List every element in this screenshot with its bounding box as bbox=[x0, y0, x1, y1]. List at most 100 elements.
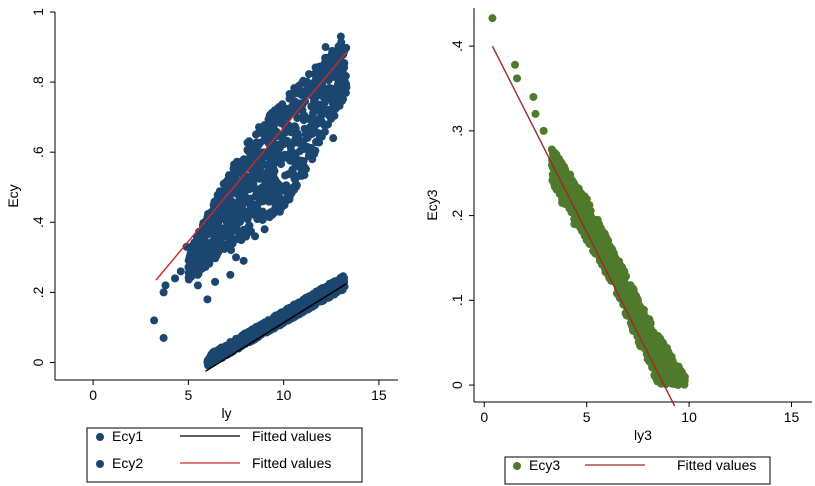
chart-2-point bbox=[569, 186, 578, 195]
chart-1-point bbox=[215, 190, 224, 199]
chart-1-point bbox=[230, 207, 239, 216]
chart-1-x-axis-label: ly bbox=[221, 405, 231, 421]
chart-2-x-tick-label: 5 bbox=[583, 409, 591, 425]
chart-2-points bbox=[488, 14, 689, 389]
chart-1-point bbox=[342, 43, 351, 52]
chart-1-point bbox=[279, 153, 288, 162]
chart-2-point bbox=[531, 109, 540, 118]
chart-1-point bbox=[205, 259, 214, 268]
chart-1-point bbox=[275, 207, 284, 216]
chart-2-point bbox=[661, 355, 670, 364]
chart-1-point bbox=[308, 155, 317, 164]
chart-1-point bbox=[255, 321, 264, 330]
chart-1-point bbox=[288, 167, 297, 176]
chart-2-point bbox=[646, 337, 655, 346]
chart-1-point bbox=[284, 112, 293, 121]
chart-1-point bbox=[227, 196, 236, 205]
chart-1-point bbox=[211, 277, 220, 286]
chart-1-point bbox=[338, 274, 347, 283]
chart-1-point bbox=[290, 158, 299, 167]
chart-1-point bbox=[309, 97, 318, 106]
chart-1-point bbox=[284, 307, 293, 316]
chart-1-point bbox=[159, 288, 168, 297]
chart-2-point bbox=[620, 267, 629, 276]
chart-1-point bbox=[259, 208, 268, 217]
chart-1-point bbox=[312, 85, 321, 94]
chart-1-y-tick-label: .4 bbox=[30, 216, 46, 228]
chart-2-point bbox=[649, 328, 658, 337]
chart-2-point bbox=[662, 374, 671, 383]
chart-1-point bbox=[233, 198, 242, 207]
chart-1-point bbox=[225, 236, 234, 245]
chart-1-point bbox=[291, 149, 300, 158]
chart-2-point bbox=[594, 240, 603, 249]
chart-1-point bbox=[328, 46, 337, 55]
chart-1-legend-marker bbox=[96, 460, 104, 468]
chart-1-point bbox=[247, 210, 256, 219]
chart-1-x-tick-label: 10 bbox=[276, 387, 292, 403]
chart-1-point bbox=[244, 147, 253, 156]
chart-1-point bbox=[288, 126, 297, 135]
chart-1-point bbox=[324, 120, 333, 129]
chart-1-point bbox=[281, 171, 290, 180]
chart-1-point bbox=[227, 246, 236, 255]
chart-2-x-tick-label: 15 bbox=[784, 409, 800, 425]
chart-1-point bbox=[214, 227, 223, 236]
chart-1-point bbox=[226, 270, 235, 279]
chart-1-point bbox=[276, 186, 285, 195]
chart-2-point bbox=[582, 236, 591, 245]
chart-2-point bbox=[488, 14, 497, 23]
chart-2-y-tick-label: 0 bbox=[449, 381, 465, 389]
chart-1-point bbox=[271, 143, 280, 152]
chart-1-point bbox=[327, 281, 336, 290]
chart-2-legend-marker bbox=[513, 462, 521, 470]
chart-1-point bbox=[203, 358, 212, 367]
chart-1-point bbox=[176, 267, 185, 276]
chart-1-point bbox=[159, 333, 168, 342]
chart-1-point bbox=[282, 181, 291, 190]
chart-1-legend-marker bbox=[96, 433, 104, 441]
chart-1-point bbox=[193, 241, 202, 250]
chart-1-point bbox=[320, 107, 329, 116]
chart-1-point bbox=[297, 79, 306, 88]
chart-1-point bbox=[293, 114, 302, 123]
chart-1-point bbox=[232, 253, 241, 262]
chart-1-point bbox=[315, 114, 324, 123]
chart-1-point bbox=[266, 208, 275, 217]
chart-2-point bbox=[654, 361, 663, 370]
chart-2-point bbox=[611, 253, 620, 262]
chart-2-point bbox=[640, 333, 649, 342]
chart-1-point bbox=[161, 281, 170, 290]
chart-1-point bbox=[329, 134, 338, 143]
chart-2-point bbox=[570, 220, 579, 229]
chart-1-y-tick-label: .8 bbox=[30, 76, 46, 88]
chart-1-point bbox=[306, 115, 315, 124]
chart-1-x-tick-label: 0 bbox=[89, 387, 97, 403]
chart-2-point bbox=[553, 156, 562, 165]
chart-1-point bbox=[282, 196, 291, 205]
chart-2-point bbox=[677, 370, 686, 379]
chart-1-point bbox=[251, 145, 260, 154]
chart-1-point bbox=[251, 185, 260, 194]
chart-1-fitted-line bbox=[205, 283, 347, 372]
chart-1-point bbox=[305, 146, 314, 155]
chart-2-point bbox=[594, 228, 603, 237]
chart-2-y-tick-label: .2 bbox=[449, 210, 465, 222]
chart-1-point bbox=[192, 247, 201, 256]
chart-1-point bbox=[188, 264, 197, 273]
chart-1-point bbox=[223, 175, 232, 184]
chart-1-point bbox=[230, 343, 239, 352]
chart-2-point bbox=[513, 74, 522, 83]
chart-1-point bbox=[265, 138, 274, 147]
chart-1-point bbox=[307, 128, 316, 137]
chart-1-point bbox=[274, 104, 283, 113]
chart-1-point bbox=[248, 175, 257, 184]
chart-1-point bbox=[297, 105, 306, 114]
chart-1-point bbox=[209, 237, 218, 246]
chart-1-point bbox=[267, 113, 276, 122]
chart-1-point bbox=[193, 269, 202, 278]
chart-2-legend-label: Fitted values bbox=[677, 457, 756, 473]
chart-1-point bbox=[332, 100, 341, 109]
chart-1-point bbox=[327, 86, 336, 95]
